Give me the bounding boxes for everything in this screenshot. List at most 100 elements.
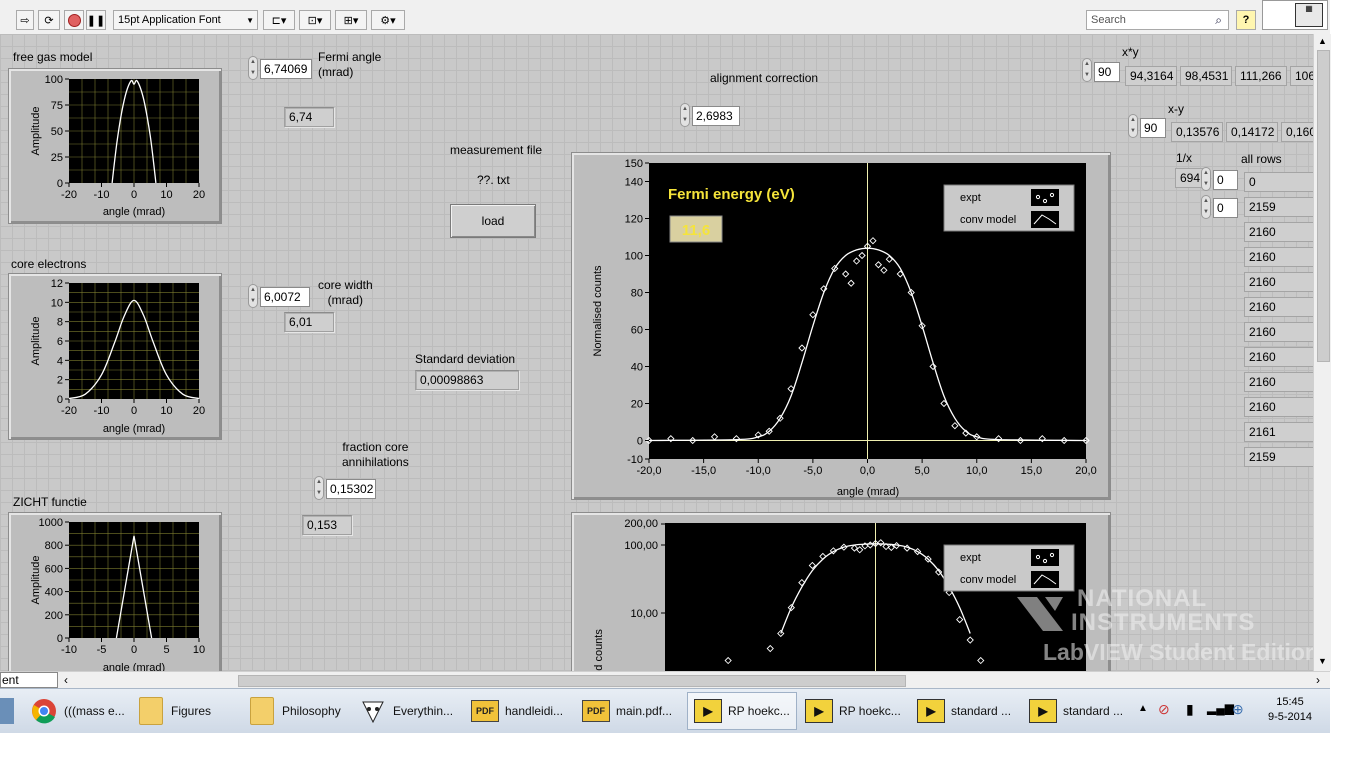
fermi-angle-input[interactable]: 6,74069 [260, 59, 312, 79]
abort-stop-icon[interactable] [64, 10, 84, 30]
reorder-icon[interactable]: ⚙▾ [371, 10, 405, 30]
xy-index-spinner[interactable]: ▲ ▼ [1082, 58, 1092, 82]
ytick-label: 100 [45, 74, 63, 86]
pause-icon[interactable]: ❚❚ [86, 10, 106, 30]
log-expt-point [856, 546, 864, 554]
inv-x-index[interactable]: 0 [1213, 170, 1238, 190]
free-gas-xlabel: angle (mrad) [103, 206, 165, 218]
ytick-label: 150 [625, 158, 643, 170]
start-button[interactable] [0, 692, 22, 730]
log-ytick-100: 100,00 [624, 540, 658, 552]
vertical-scroll-thumb[interactable] [1317, 50, 1330, 362]
fraction-input[interactable]: 0,15302 [326, 479, 376, 499]
xminusy-index-input[interactable]: 90 [1140, 118, 1166, 138]
expt-point [858, 251, 866, 260]
core-width-spinner[interactable]: ▲ ▼ [248, 284, 258, 308]
all-rows-label: all rows [1241, 152, 1282, 166]
scroll-right-icon[interactable]: › [1316, 673, 1320, 687]
scroll-down-icon[interactable]: ▼ [1318, 656, 1327, 666]
log-expt-point [945, 588, 953, 597]
fermi-angle-spinner[interactable]: ▲ ▼ [248, 56, 258, 80]
free-gas-svg: 0 25 50 75 100 -20 -10 0 10 20 angle (mrad) Ampli… [30, 74, 205, 218]
xminusy-index-spinner[interactable]: ▲ ▼ [1128, 114, 1138, 138]
load-button[interactable]: load [450, 204, 536, 238]
taskbar-item-2[interactable]: Philosophy [242, 692, 346, 730]
measurement-file-label: measurement file [450, 143, 543, 157]
load-button-label: load [481, 214, 505, 228]
fraction-label: fraction core annihilations [342, 440, 409, 469]
taskbar-item-0-label: (((mass e... [64, 704, 125, 718]
taskbar-item-4[interactable]: PDF handleidi... [465, 692, 570, 730]
taskbar-item-1[interactable]: Figures [131, 692, 235, 730]
tray-date: 9-5-2014 [1267, 711, 1313, 723]
expt-point [907, 288, 915, 297]
free-gas-ylabel: Amplitude [30, 107, 42, 156]
vertical-scrollbar[interactable]: ▲ ▼ [1313, 34, 1331, 671]
xtick-label: 0,0 [860, 465, 875, 477]
tray-expand-icon[interactable]: ▲ [1138, 703, 1148, 714]
tray-network-alert-icon[interactable]: ⊘ [1158, 701, 1170, 717]
font-select[interactable]: 15pt Application Font ▼ [113, 10, 258, 30]
zicht-graph[interactable]: 0 200 400 600 800 1000 -10 -5 0 5 10 angle (mrad) … [8, 512, 222, 671]
tray-signal-icon[interactable]: ▂▄▆ [1207, 701, 1234, 715]
align-objects-icon[interactable]: ⊏▾ [263, 10, 295, 30]
alignment-spinner[interactable]: ▲ ▼ [680, 103, 690, 127]
alignment-input[interactable]: 2,6983 [692, 106, 740, 126]
run-continuously-icon[interactable]: ⟳ [38, 10, 60, 30]
log-graph-ylabel: ed counts [593, 629, 605, 671]
log-expt-point [787, 603, 795, 612]
xy-cell-0: 94,3164 [1125, 66, 1177, 86]
fraction-spinner[interactable]: ▲ ▼ [314, 476, 324, 500]
all-rows-spinner[interactable]: ▲ ▼ [1201, 195, 1211, 219]
taskbar-item-6[interactable]: ▶ RP hoekc... [687, 692, 797, 730]
tray-globe-icon[interactable]: ⊕ [1232, 701, 1244, 717]
xy-cell-3: 106 [1290, 66, 1313, 86]
ytick-label: 800 [45, 540, 63, 552]
taskbar-item-3[interactable]: Everythin... [353, 692, 461, 730]
fermi-energy-box [669, 215, 723, 243]
scroll-left-icon[interactable]: ‹ [64, 673, 68, 687]
taskbar-item-7[interactable]: ▶ RP hoekc... [799, 692, 909, 730]
horizontal-scrollbar[interactable]: ent Edition ‹ › [0, 671, 1330, 701]
core-width-indicator: 6,01 [284, 312, 334, 332]
help-button[interactable]: ? [1236, 10, 1256, 30]
scroll-up-icon[interactable]: ▲ [1318, 36, 1327, 46]
taskbar-item-0[interactable]: (((mass e... [24, 692, 128, 730]
all-rows-index[interactable]: 0 [1213, 198, 1238, 218]
distribute-objects-icon[interactable]: ⊡▾ [299, 10, 331, 30]
core-electrons-graph[interactable]: 0 2 4 6 8 10 12 -20 -10 0 10 20 angle (mrad) Amplit… [8, 273, 222, 440]
run-arrow-icon[interactable]: ⇨ [16, 10, 34, 30]
log-expt-point [913, 547, 922, 556]
ytick-label: 25 [51, 152, 63, 164]
expt-point [962, 429, 970, 437]
tray-battery-icon[interactable]: ▮ [1186, 701, 1194, 717]
xtick-label: -10 [94, 189, 110, 201]
search-box[interactable]: Search ⌕ [1086, 10, 1229, 30]
taskbar-item-5[interactable]: PDF main.pdf... [576, 692, 681, 730]
xtick-label: -5 [97, 644, 107, 656]
expt-point [1016, 436, 1025, 445]
free-gas-graph[interactable]: 0 25 50 75 100 -20 -10 0 10 20 angle (mrad) Ampli… [8, 68, 222, 224]
core-width-input[interactable]: 6,0072 [260, 287, 310, 307]
expt-point [847, 279, 855, 287]
taskbar-item-8[interactable]: ▶ standard ... [911, 692, 1021, 730]
main-legend: expt conv model [943, 184, 1075, 232]
ytick-label: -10 [627, 454, 643, 466]
tray-clock[interactable]: 15:45 9-5-2014 [1260, 695, 1320, 725]
horizontal-scroll-thumb[interactable] [238, 675, 906, 687]
taskbar-item-9[interactable]: ▶ standard ... [1023, 692, 1133, 730]
core-electrons-xlabel: angle (mrad) [103, 423, 165, 435]
main-graph[interactable]: -10 0 20 40 60 80 100 120 140 150 -20,0 -15,0 -10,0 -… [571, 152, 1111, 500]
resize-objects-icon[interactable]: ⊞▾ [335, 10, 367, 30]
xtick-label: 0 [131, 189, 137, 201]
log-graph[interactable]: 200,00 100,00 10,00 ed counts expt conv … [571, 512, 1111, 671]
taskbar-item-9-label: standard ... [1063, 704, 1124, 718]
log-expt-point [866, 541, 874, 549]
taskbar-item-1-label: Figures [171, 704, 212, 718]
xy-index-input[interactable]: 90 [1094, 62, 1120, 82]
xminusy-label: x-y [1168, 102, 1184, 116]
xy-label: x*y [1122, 45, 1139, 59]
inv-x-spinner[interactable]: ▲ ▼ [1201, 167, 1211, 191]
all-rows-cell: 2160 [1244, 272, 1313, 292]
